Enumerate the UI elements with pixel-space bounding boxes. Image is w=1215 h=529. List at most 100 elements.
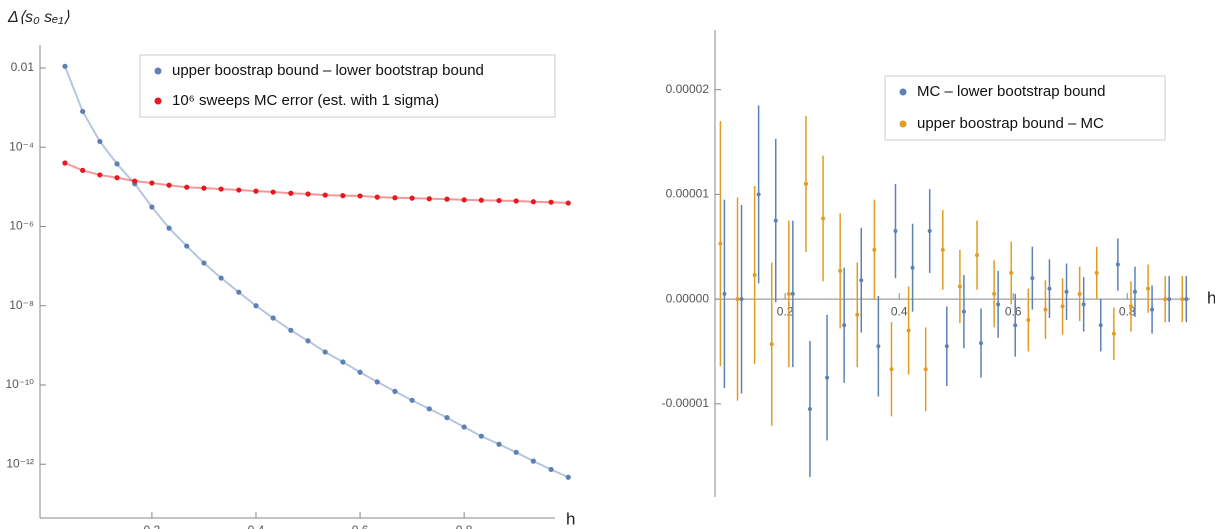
data-point — [1150, 307, 1155, 312]
data-point — [1167, 297, 1172, 302]
legend-label: MC – lower bootstrap bound — [917, 83, 1105, 100]
series-line — [64, 162, 569, 205]
data-point — [940, 247, 945, 252]
data-point — [1030, 276, 1035, 281]
data-point — [166, 225, 172, 231]
data-point — [1081, 302, 1086, 307]
data-point — [253, 303, 259, 309]
data-point — [957, 284, 962, 289]
x-axis-label: h — [1207, 288, 1215, 307]
data-point — [288, 190, 294, 196]
data-point — [1180, 297, 1185, 302]
data-point — [166, 182, 172, 188]
legend-marker — [899, 88, 907, 96]
data-point — [409, 397, 415, 403]
data-point — [80, 108, 86, 115]
data-point — [270, 315, 276, 321]
data-point — [62, 160, 68, 166]
data-point — [565, 200, 571, 206]
legend-marker — [154, 97, 162, 105]
data-point — [496, 197, 502, 204]
data-point — [114, 161, 120, 167]
data-point — [722, 291, 727, 296]
data-point — [979, 341, 984, 346]
data-point — [288, 327, 294, 333]
legend-marker — [154, 67, 162, 75]
data-point — [825, 375, 830, 380]
data-point — [236, 187, 242, 193]
y-tick-label: 0.01 — [11, 60, 35, 74]
y-tick-label: 0.00001 — [666, 187, 710, 201]
data-point — [739, 297, 744, 302]
x-axis-label: h — [566, 509, 575, 528]
legend-marker — [899, 120, 907, 128]
data-point — [357, 193, 363, 199]
y-tick-label: -0.00001 — [662, 396, 710, 410]
legend-label: upper boostrap bound – MC — [917, 115, 1104, 132]
data-point — [893, 229, 898, 234]
data-point — [114, 175, 120, 181]
data-point — [444, 196, 450, 202]
data-point — [773, 218, 778, 223]
data-point — [305, 191, 311, 197]
data-point — [132, 178, 138, 184]
data-point — [149, 180, 155, 186]
data-point — [838, 268, 843, 273]
data-point — [944, 344, 949, 349]
data-point — [1094, 270, 1099, 275]
data-point — [513, 449, 519, 455]
data-point — [426, 406, 432, 412]
x-tick-label: 0.6 — [1005, 304, 1022, 318]
data-point — [478, 197, 484, 203]
y-tick-label: 10⁻¹² — [6, 456, 34, 470]
data-point — [409, 195, 415, 201]
data-point — [1013, 323, 1018, 328]
data-point — [1047, 286, 1052, 291]
data-point — [513, 198, 519, 204]
data-point — [876, 344, 881, 349]
data-point — [786, 291, 791, 296]
data-point — [97, 172, 103, 178]
data-point — [752, 273, 757, 278]
x-tick-label: 0.4 — [891, 304, 908, 318]
data-point — [859, 278, 864, 283]
data-point — [1043, 307, 1048, 312]
data-point — [769, 342, 774, 347]
data-point — [1026, 318, 1031, 323]
data-point — [906, 328, 911, 333]
x-tick-label: 0.8 — [1119, 304, 1136, 318]
data-point — [530, 199, 536, 205]
data-point — [461, 197, 467, 203]
data-point — [803, 181, 808, 186]
data-point — [270, 189, 276, 195]
legend-box — [884, 75, 1166, 141]
data-point — [184, 243, 190, 249]
data-point — [548, 199, 554, 205]
data-point — [718, 241, 723, 246]
data-point — [927, 229, 932, 234]
data-point — [996, 302, 1001, 307]
x-tick-label: 0.2 — [777, 304, 794, 318]
data-point — [1184, 297, 1189, 302]
data-point — [478, 433, 484, 439]
data-point — [236, 289, 242, 295]
data-point — [426, 196, 432, 202]
data-point — [1098, 323, 1103, 328]
data-point — [496, 441, 502, 447]
y-tick-label: 0.00002 — [666, 82, 710, 96]
x-tick-label: 0.6 — [352, 523, 369, 529]
data-point — [218, 275, 224, 281]
y-tick-label: 0.00000 — [666, 291, 710, 305]
data-point — [961, 309, 966, 314]
data-point — [855, 312, 860, 317]
y-tick-label: 10⁻⁴ — [9, 139, 34, 153]
legend-label: upper boostrap bound – lower bootstrap b… — [172, 62, 484, 79]
data-point — [923, 367, 928, 372]
data-point — [97, 138, 103, 145]
data-point — [340, 359, 346, 365]
y-tick-label: 10⁻¹⁰ — [6, 377, 35, 391]
y-tick-label: 10⁻⁸ — [9, 298, 34, 312]
data-point — [149, 204, 155, 210]
data-point — [1163, 297, 1168, 302]
